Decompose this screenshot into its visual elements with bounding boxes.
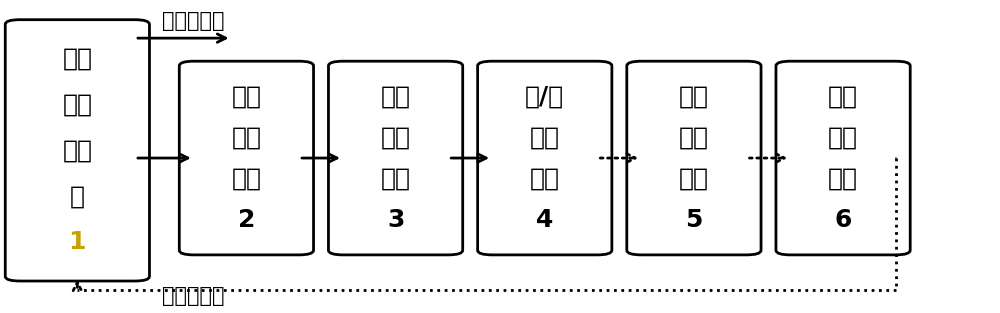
Text: 3: 3 <box>387 208 404 232</box>
FancyBboxPatch shape <box>5 20 149 281</box>
Text: 6: 6 <box>834 208 852 232</box>
FancyBboxPatch shape <box>627 61 761 255</box>
Text: 纵模: 纵模 <box>381 85 411 109</box>
FancyBboxPatch shape <box>179 61 314 255</box>
Text: 4: 4 <box>536 208 553 232</box>
Text: 源模: 源模 <box>62 138 92 162</box>
Text: 电域: 电域 <box>828 85 858 109</box>
Text: 模块: 模块 <box>679 167 709 191</box>
Text: 转换: 转换 <box>530 126 560 150</box>
Text: 光域: 光域 <box>231 85 261 109</box>
Text: 模块: 模块 <box>828 167 858 191</box>
Text: 选择: 选择 <box>381 126 411 150</box>
Text: 电域: 电域 <box>679 85 709 109</box>
Text: 反馈电信号: 反馈电信号 <box>162 286 224 306</box>
Text: 模块: 模块 <box>381 167 411 191</box>
Text: 放大: 放大 <box>828 126 858 150</box>
Text: 1: 1 <box>69 230 86 254</box>
Text: 5: 5 <box>685 208 703 232</box>
Text: 多载: 多载 <box>62 47 92 71</box>
Text: 放大: 放大 <box>231 126 261 150</box>
FancyBboxPatch shape <box>478 61 612 255</box>
Text: 光/电: 光/电 <box>525 85 564 109</box>
Text: 块: 块 <box>70 184 85 208</box>
Text: 模块: 模块 <box>231 167 261 191</box>
Text: 波光: 波光 <box>62 93 92 116</box>
Text: 滤波: 滤波 <box>679 126 709 150</box>
Text: 2: 2 <box>238 208 255 232</box>
FancyBboxPatch shape <box>328 61 463 255</box>
Text: 多载波输出: 多载波输出 <box>162 11 224 31</box>
FancyBboxPatch shape <box>776 61 910 255</box>
Text: 模块: 模块 <box>530 167 560 191</box>
